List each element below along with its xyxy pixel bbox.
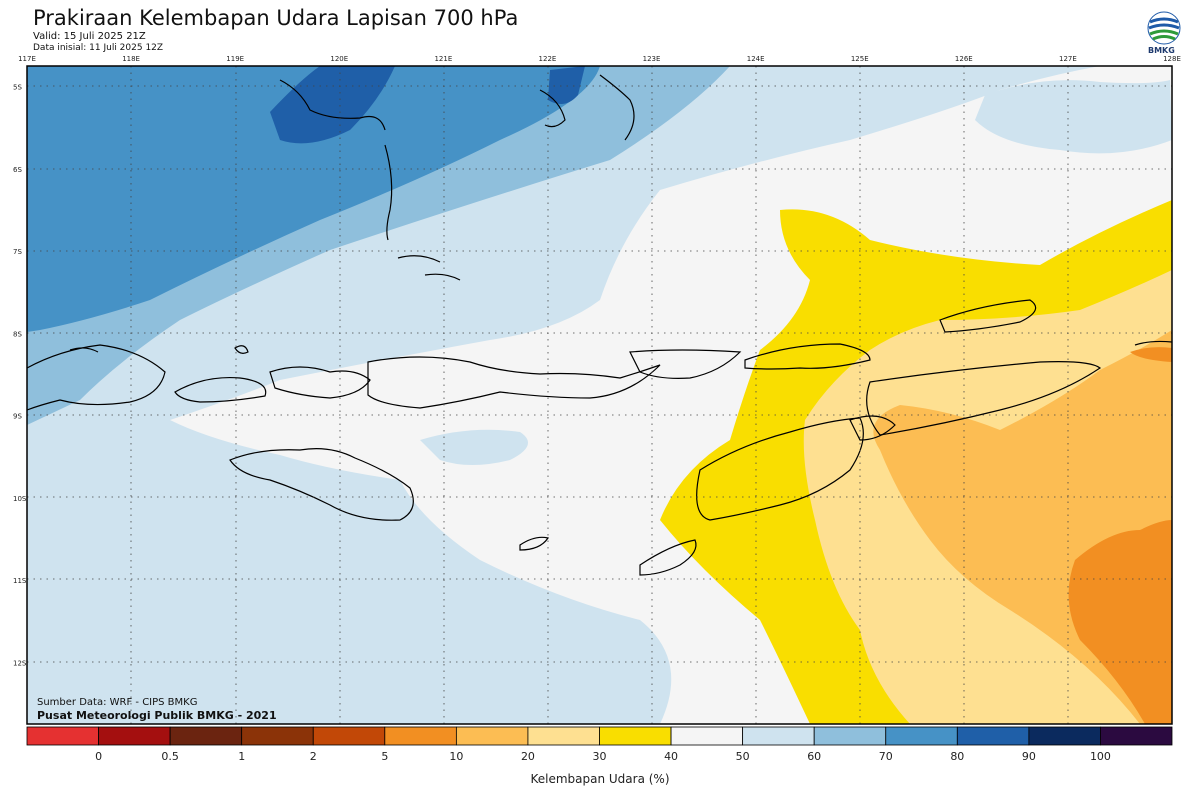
colorbar-tick-label: 50 xyxy=(736,750,750,763)
colorbar-title: Kelembapan Udara (%) xyxy=(530,772,670,786)
publisher-credit: Pusat Meteorologi Publik BMKG - 2021 xyxy=(37,709,277,722)
lat-label: 9S xyxy=(13,413,22,421)
colorbar-tick-label: 1 xyxy=(238,750,245,763)
colorbar-bin xyxy=(742,726,815,746)
initial-data-time: Data inisial: 11 Juli 2025 12Z xyxy=(33,43,164,53)
colorbar xyxy=(26,726,1173,746)
colorbar-tick-label: 2 xyxy=(310,750,317,763)
lon-label: 124E xyxy=(747,55,765,63)
colorbar-tick-labels: 0 0.5 1 2 5 10 20 30 40 50 60 70 80 90 100 xyxy=(95,750,1111,763)
lon-label: 128E xyxy=(1163,55,1181,63)
colorbar-bin xyxy=(1028,726,1101,746)
colorbar-tick-label: 30 xyxy=(593,750,607,763)
lat-label: 12S xyxy=(13,659,27,667)
colorbar-tick-label: 20 xyxy=(521,750,535,763)
colorbar-bin xyxy=(956,726,1030,746)
colorbar-bin xyxy=(599,726,672,746)
graticule xyxy=(27,66,1172,724)
colorbar-tick-label: 100 xyxy=(1090,750,1111,763)
colorbar-bin xyxy=(384,726,457,746)
colorbar-bin xyxy=(670,726,744,746)
lat-label: 8S xyxy=(13,330,22,338)
source-data-credit: Sumber Data: WRF - CIPS BMKG xyxy=(37,697,198,708)
lon-label: 119E xyxy=(226,55,244,63)
lon-label: 123E xyxy=(643,55,661,63)
lat-label: 6S xyxy=(13,166,22,174)
lon-label: 127E xyxy=(1059,55,1077,63)
lat-label: 5S xyxy=(13,84,22,92)
colorbar-bin xyxy=(241,726,314,746)
coastlines xyxy=(26,74,1173,576)
colorbar-tick-label: 0.5 xyxy=(161,750,179,763)
colorbar-tick-label: 60 xyxy=(807,750,821,763)
humidity-fields xyxy=(27,66,1172,724)
colorbar-tick-label: 40 xyxy=(664,750,678,763)
lon-label: 120E xyxy=(330,55,348,63)
colorbar-bin xyxy=(1100,726,1173,746)
valid-time: Valid: 15 Juli 2025 21Z xyxy=(33,31,146,42)
map-frame xyxy=(26,65,1173,725)
colorbar-bin xyxy=(26,726,99,746)
lon-label: 117E xyxy=(18,55,36,63)
lon-label: 121E xyxy=(434,55,452,63)
lat-label: 7S xyxy=(13,248,22,256)
colorbar-bin xyxy=(312,726,386,746)
colorbar-tick-label: 5 xyxy=(381,750,388,763)
colorbar-bin xyxy=(455,726,529,746)
lon-label: 125E xyxy=(851,55,869,63)
colorbar-tick-label: 0 xyxy=(95,750,102,763)
longitude-labels: 117E 118E 119E 120E 121E 122E 123E 124E 125E 126E… xyxy=(18,55,1181,63)
colorbar-bin xyxy=(885,726,958,746)
lat-label: 10S xyxy=(13,495,27,503)
lat-label: 11S xyxy=(13,577,27,585)
colorbar-bin xyxy=(98,726,171,746)
lon-label: 118E xyxy=(122,55,140,63)
colorbar-bin xyxy=(169,726,243,746)
lon-label: 126E xyxy=(955,55,973,63)
colorbar-bin xyxy=(527,726,600,746)
bmkg-logo-text: BMKG xyxy=(1148,46,1175,55)
bmkg-logo-icon xyxy=(1147,11,1181,45)
colorbar-tick-label: 80 xyxy=(950,750,964,763)
latitude-labels: 5S 6S 7S 8S 9S 10S 11S 12S xyxy=(13,84,27,668)
colorbar-tick-label: 70 xyxy=(879,750,893,763)
lon-label: 122E xyxy=(539,55,557,63)
map-title: Prakiraan Kelembapan Udara Lapisan 700 h… xyxy=(33,6,519,30)
colorbar-tick-label: 90 xyxy=(1022,750,1036,763)
colorbar-bin xyxy=(813,726,887,746)
colorbar-tick-label: 10 xyxy=(449,750,463,763)
